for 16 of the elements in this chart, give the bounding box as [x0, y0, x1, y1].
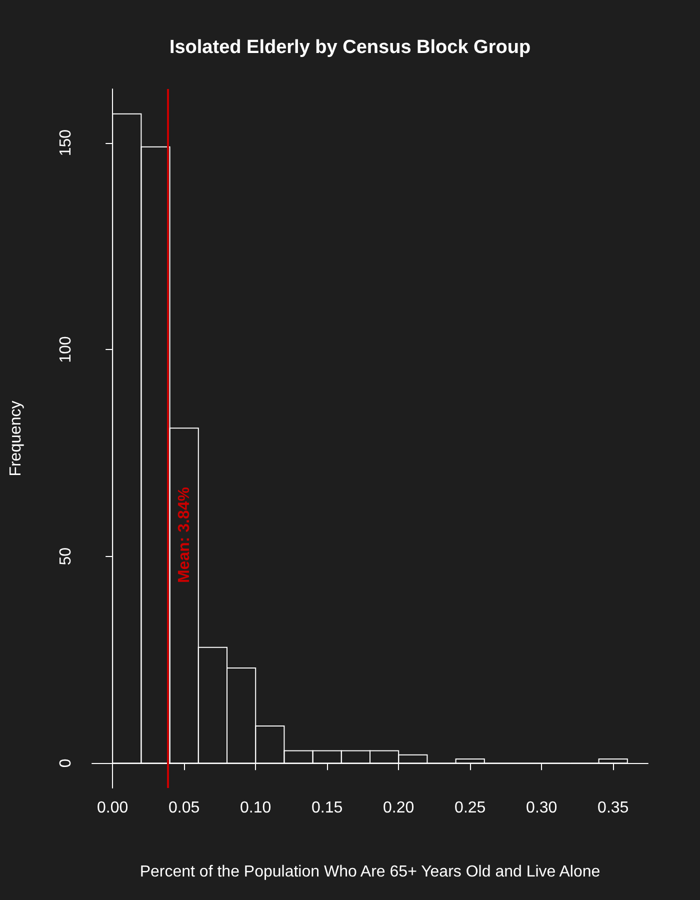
- y-axis-title: Frequency: [8, 400, 24, 476]
- x-tick-label: 0.25: [454, 800, 486, 816]
- chart-title: Isolated Elderly by Census Block Group: [169, 37, 531, 58]
- x-tick-label: 0.10: [240, 800, 272, 816]
- x-tick-label: 0.15: [312, 800, 343, 816]
- x-tick-label: 0.30: [526, 800, 558, 816]
- y-tick-label: 0: [58, 758, 74, 768]
- y-tick-label: 100: [58, 336, 74, 363]
- x-axis-title: Percent of the Population Who Are 65+ Years Old and Live Alone: [140, 864, 600, 880]
- y-tick-label: 50: [58, 547, 74, 566]
- x-tick-label: 0.20: [383, 800, 414, 816]
- ref-line-label: Mean: 3.84%: [176, 486, 194, 584]
- x-tick-label: 0.00: [97, 800, 128, 816]
- x-tick-label: 0.35: [598, 800, 629, 816]
- x-tick-label: 0.05: [168, 800, 200, 816]
- y-tick-label: 150: [58, 129, 74, 156]
